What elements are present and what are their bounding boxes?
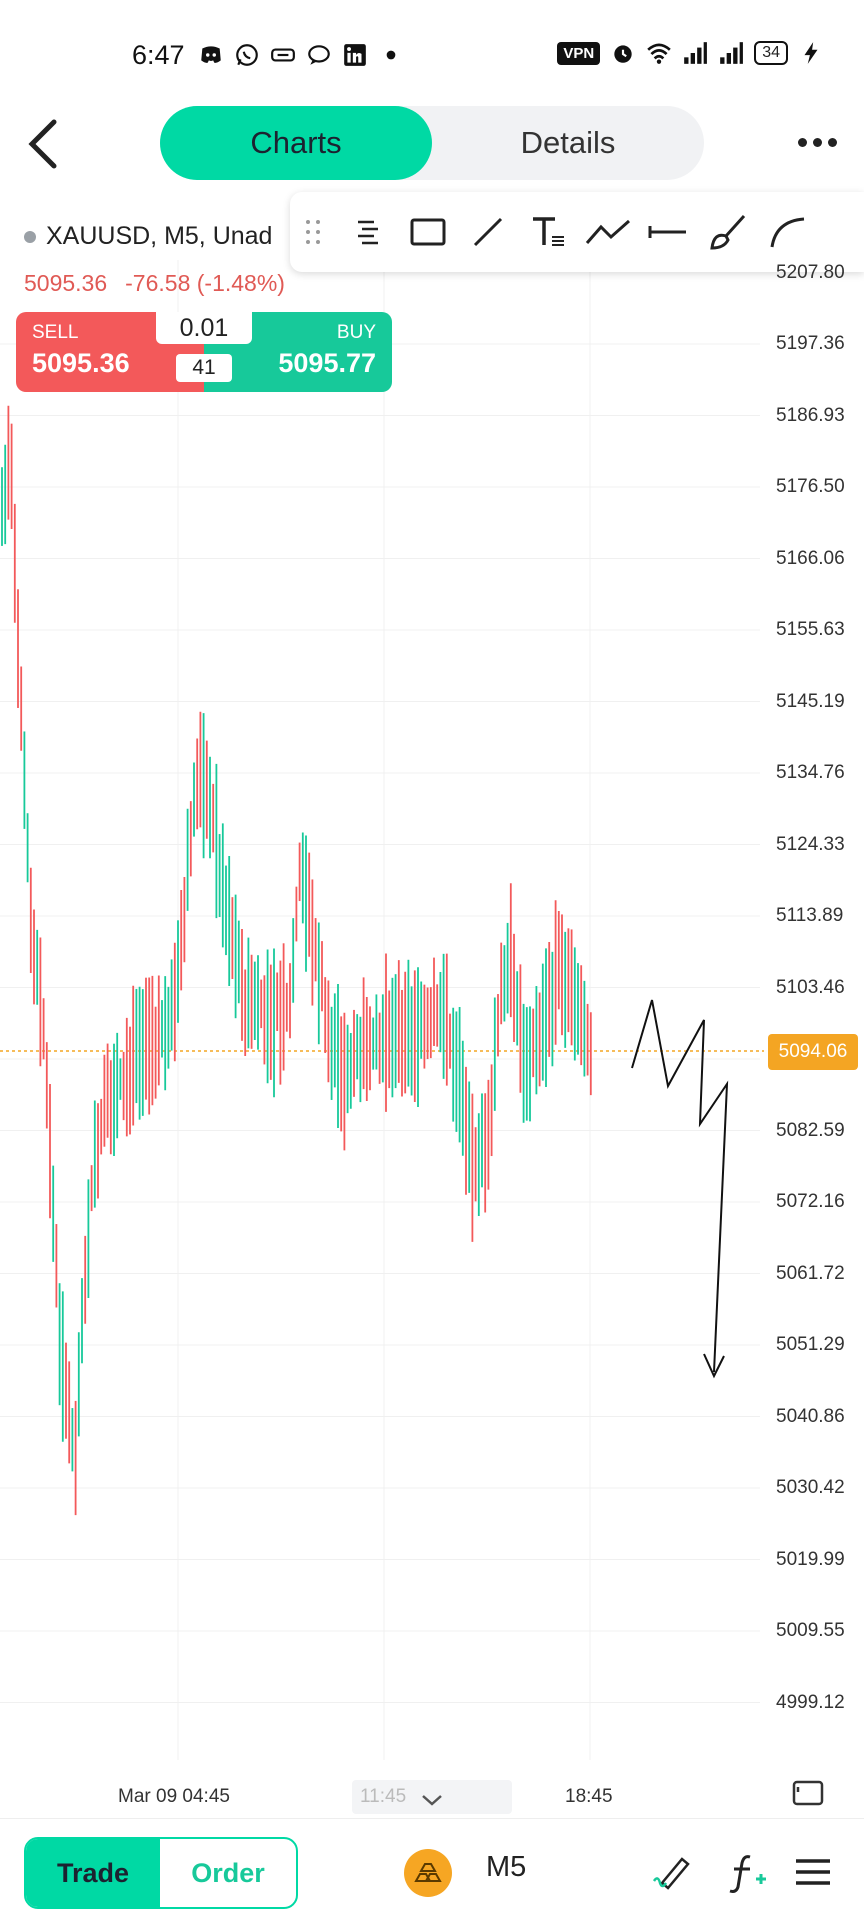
dot-icon	[386, 50, 396, 60]
vpn-badge: VPN	[557, 41, 601, 65]
change-value: -76.58 (-1.48%)	[125, 270, 285, 296]
fullscreen-icon[interactable]	[792, 1780, 824, 1806]
price-label: 5072.16	[776, 1191, 845, 1212]
status-bar: 6:47 VPN 34	[0, 0, 864, 110]
symbol-header[interactable]: XAUUSD, M5, Unad	[24, 222, 272, 251]
price-label: 5176.50	[776, 476, 845, 497]
current-price-tag: 5094.06	[768, 1034, 858, 1070]
alarm-icon	[614, 45, 632, 63]
discord-icon	[201, 46, 221, 63]
price-chart[interactable]	[0, 200, 864, 1760]
price-change: 5095.36 -76.58 (-1.48%)	[24, 270, 303, 297]
sell-label: SELL	[32, 322, 79, 343]
price-label: 5124.33	[776, 833, 845, 855]
price-label: 5051.29	[776, 1334, 845, 1355]
arc-icon[interactable]	[758, 202, 818, 262]
text-icon[interactable]	[518, 202, 578, 262]
indicators-icon[interactable]	[726, 1851, 768, 1893]
back-button[interactable]	[24, 116, 64, 172]
gold-bars-icon	[414, 1863, 442, 1882]
wifi-icon	[647, 43, 671, 64]
price-label: 5019.99	[776, 1548, 845, 1570]
time-label-start: Mar 09 04:45	[118, 1786, 230, 1807]
gold-symbol-button[interactable]	[404, 1849, 452, 1897]
price-label: 5040.86	[776, 1405, 845, 1427]
linkedin-icon	[344, 44, 366, 66]
notification-icons	[198, 42, 404, 68]
price-label: 5061.72	[776, 1262, 845, 1284]
lot-size-input[interactable]: 0.01	[156, 312, 252, 344]
crosshair-time-tag[interactable]	[352, 1780, 512, 1814]
tab-charts[interactable]: Charts	[160, 106, 432, 180]
drawing-toolbar	[290, 192, 864, 272]
trade-order-toggle: Trade Order	[24, 1837, 298, 1909]
time-label-end: 18:45	[565, 1786, 613, 1807]
buy-label: BUY	[336, 322, 376, 343]
tab-details[interactable]: Details	[520, 125, 616, 160]
bottom-bar: Trade Order M5	[0, 1818, 864, 1921]
sell-price: 5095.36	[32, 348, 130, 378]
tab-trade[interactable]: Trade	[26, 1839, 160, 1907]
market-status-icon	[24, 230, 36, 243]
price-label: 5134.76	[776, 762, 845, 783]
spread-value: 41	[176, 354, 232, 382]
price-label: 5082.59	[776, 1119, 845, 1141]
symbol-label: XAUUSD, M5, Unad	[46, 222, 273, 250]
price-label: 5113.89	[776, 905, 844, 926]
price-label: 5207.80	[776, 262, 845, 283]
price-label: 5186.93	[776, 404, 845, 426]
chevron-down-icon[interactable]	[420, 1792, 444, 1808]
rewards-icon	[271, 48, 295, 62]
price-label: 5166.06	[776, 547, 845, 569]
view-toggle: Charts Details	[160, 106, 704, 180]
charging-icon	[804, 42, 818, 64]
polyline-icon[interactable]	[578, 202, 638, 262]
last-price: 5095.36	[24, 270, 108, 296]
whatsapp-icon	[236, 44, 258, 66]
tab-order[interactable]: Order	[191, 1857, 265, 1888]
drawn-zigzag-arrow	[631, 999, 729, 1379]
brush-icon[interactable]	[698, 202, 758, 262]
status-time: 6:47	[132, 40, 185, 70]
battery-level: 34	[754, 41, 788, 65]
line-icon[interactable]	[458, 202, 518, 262]
price-label: 5145.19	[776, 690, 845, 712]
signal-icon	[684, 42, 708, 64]
drag-handle-icon[interactable]	[290, 202, 338, 262]
horizontal-line-icon[interactable]	[638, 202, 698, 262]
system-icons: VPN 34	[557, 40, 824, 66]
rectangle-icon[interactable]	[398, 202, 458, 262]
price-label: 5103.46	[776, 976, 845, 998]
price-label: 5197.36	[776, 333, 845, 354]
draw-pen-icon[interactable]	[652, 1851, 694, 1893]
crosshair-time: 11:45	[360, 1786, 407, 1807]
price-label: 5009.55	[776, 1620, 845, 1641]
buy-price: 5095.77	[278, 348, 376, 378]
quick-trade-panel: SELL 5095.36 BUY 5095.77 0.01 41	[16, 312, 392, 392]
more-options-button[interactable]	[798, 130, 838, 154]
menu-icon[interactable]	[792, 1851, 834, 1893]
fib-icon[interactable]	[338, 202, 398, 262]
price-label: 4999.12	[776, 1691, 845, 1713]
price-label: 5030.42	[776, 1477, 845, 1498]
price-label: 5155.63	[776, 619, 845, 640]
chat-icon	[308, 45, 330, 65]
timeframe-selector[interactable]: M5	[486, 1851, 527, 1883]
signal-icon	[720, 42, 744, 64]
